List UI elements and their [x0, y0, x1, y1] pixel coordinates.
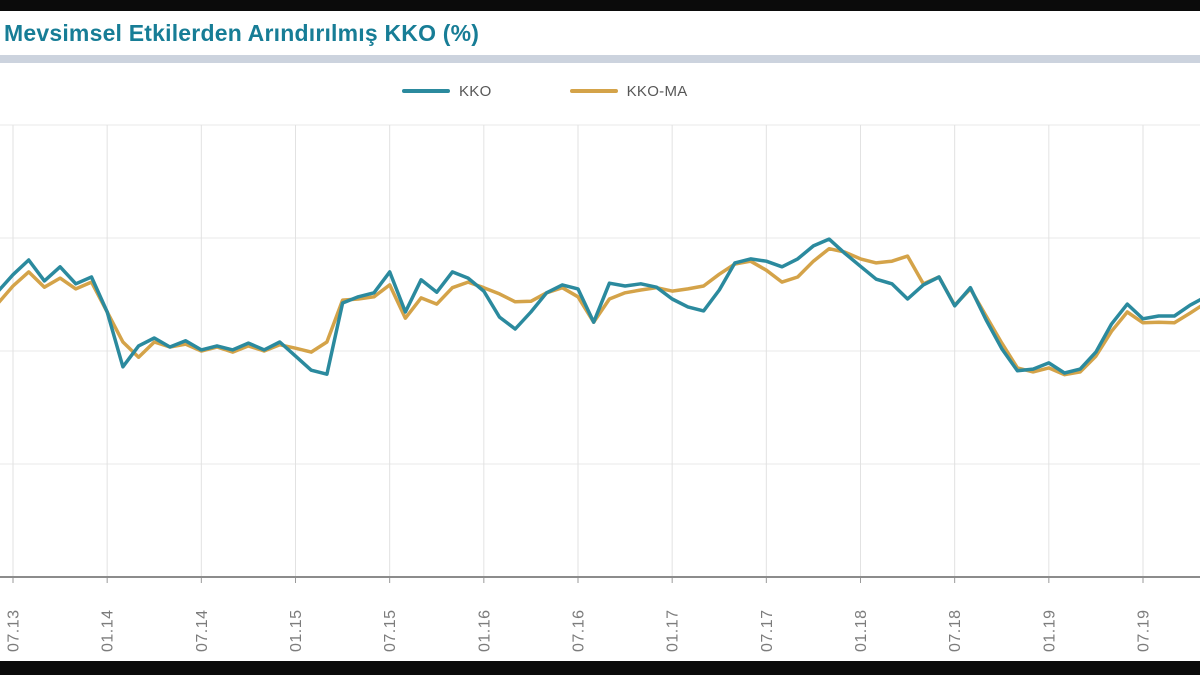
- h-gridlines: [0, 124, 1200, 465]
- x-axis-tick-label: 07.17: [759, 609, 776, 652]
- legend-item-kko[interactable]: KKO: [402, 83, 492, 100]
- x-axis-tick-label: 01.14: [100, 609, 117, 652]
- legend-label-kko-ma: KKO-MA: [626, 82, 688, 100]
- x-axis-tick-label: 01.19: [1041, 609, 1058, 652]
- x-axis-tick-label: 01.15: [288, 609, 305, 652]
- letterbox-bottom: [0, 661, 1200, 675]
- x-axis-tick-label: 01.18: [853, 609, 870, 652]
- x-axis-tick-label: 07.15: [382, 609, 399, 652]
- x-axis-tick-label: 07.14: [194, 609, 211, 652]
- x-axis-tick-label: 07.13: [6, 609, 23, 652]
- chart-title: Mevsimsel Etkilerden Arındırılmış KKO (%…: [4, 20, 480, 46]
- x-axis-tick-label: 01.16: [476, 609, 493, 652]
- kko-line-swatch: [402, 89, 450, 93]
- letterbox-top: [0, 0, 1200, 11]
- legend-item-kko-ma[interactable]: KKO-MA: [569, 82, 688, 100]
- series-line-kko-ma: [0, 246, 1200, 377]
- chart-legend: KKO KKO-MA: [402, 80, 688, 102]
- x-axis-tick-label: 07.19: [1136, 609, 1153, 652]
- kko-ma-line-swatch: [569, 89, 618, 93]
- legend-label-kko: KKO: [459, 82, 492, 100]
- v-gridlines-and-ticks: 07.13 01.14 07.14 01.15 07.15 01.16 07.16 01.17…: [6, 125, 1153, 652]
- x-axis-tick-label: 01.17: [665, 609, 682, 652]
- header-divider: [0, 55, 1200, 63]
- series-line-kko: [0, 237, 1200, 376]
- x-axis-tick-label: 07.18: [947, 609, 964, 652]
- x-axis-tick-label: 07.16: [571, 609, 588, 652]
